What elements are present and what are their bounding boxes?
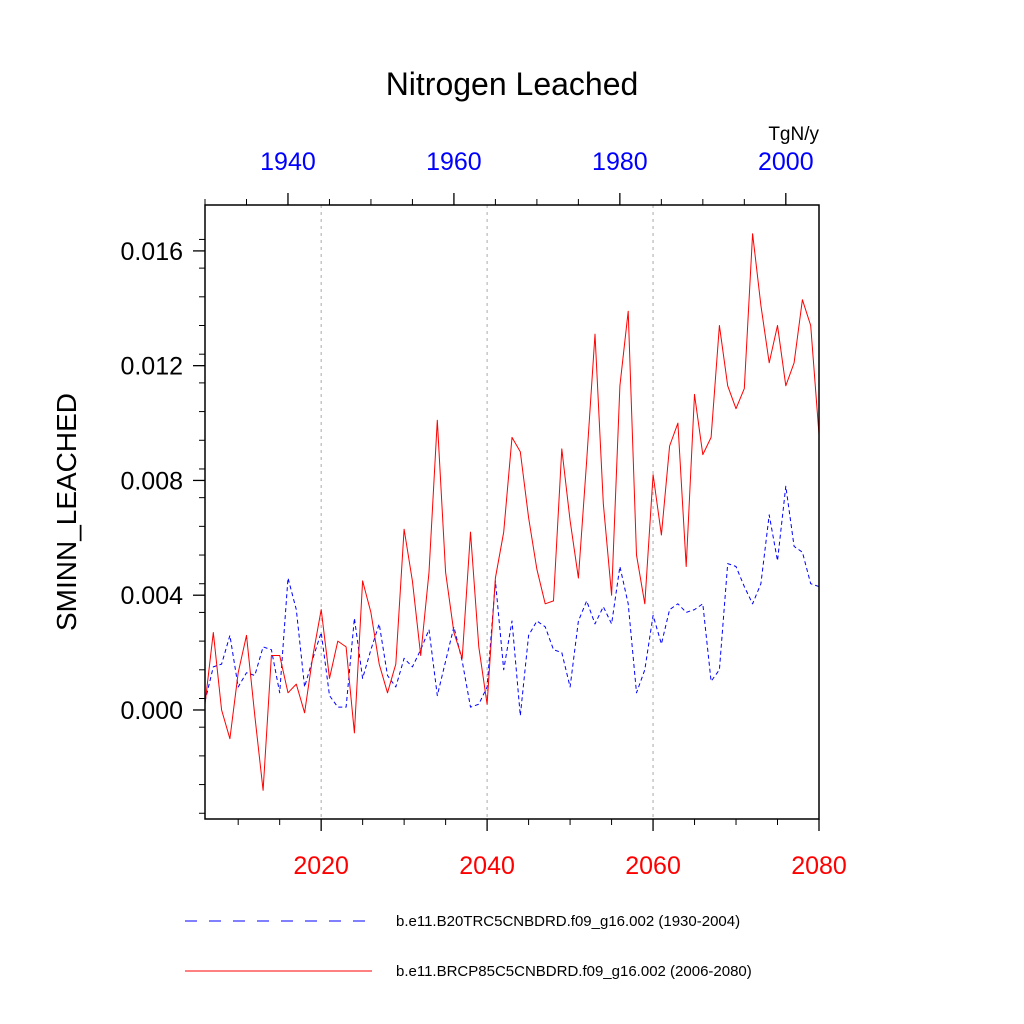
legend-label-rcp85: b.e11.BRCP85C5CNBDRD.f09_g16.002 (2006-2… <box>396 963 752 980</box>
plot-frame <box>204 204 820 820</box>
series-line-rcp85 <box>204 233 820 791</box>
bottom-tick-label: 2040 <box>459 852 515 880</box>
series-layer <box>204 233 820 791</box>
y-tick-label: 0.012 <box>120 353 183 381</box>
chart-title: Nitrogen Leached <box>386 66 639 102</box>
units-label: TgN/y <box>768 124 819 145</box>
y-tick-label: 0.000 <box>120 697 183 725</box>
y-axis-label: SMINN_LEACHED <box>51 393 82 631</box>
y-tick-label: 0.004 <box>120 582 183 610</box>
top-tick-label: 1940 <box>260 148 316 176</box>
legend-label-historical: b.e11.B20TRC5CNBDRD.f09_g16.002 (1930-20… <box>396 913 740 930</box>
top-tick-label: 1980 <box>592 148 648 176</box>
legend: b.e11.B20TRC5CNBDRD.f09_g16.002 (1930-20… <box>185 913 752 980</box>
axis-layer: 0.000 0.004 0.008 0.012 0.016 2020 2040 2060 208… <box>120 148 846 880</box>
series-line-historical <box>204 485 820 717</box>
grid-layer <box>320 205 654 819</box>
y-tick-label: 0.008 <box>120 467 183 495</box>
y-tick-label: 0.016 <box>120 238 183 266</box>
bottom-tick-label: 2080 <box>791 852 847 880</box>
bottom-tick-label: 2060 <box>625 852 681 880</box>
bottom-tick-label: 2020 <box>293 852 349 880</box>
top-tick-label: 1960 <box>426 148 482 176</box>
top-tick-label: 2000 <box>758 148 814 176</box>
